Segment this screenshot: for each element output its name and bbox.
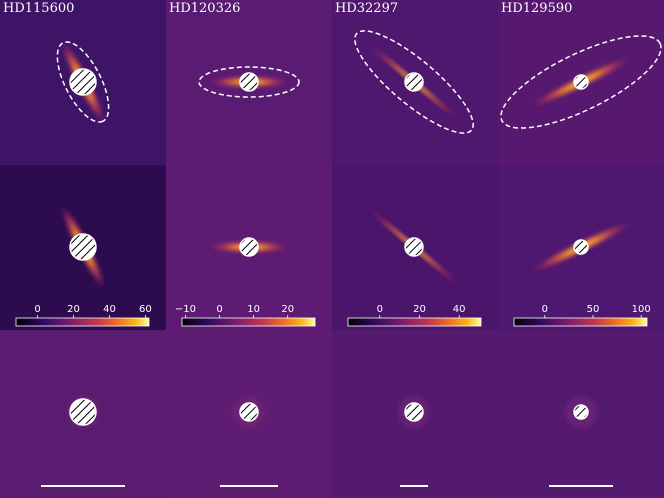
colorbar-tick-label: 20 [413,304,426,315]
disk-outline [56,41,110,123]
coronagraph-mask [69,233,97,261]
disk-outline [354,30,474,134]
coronagraph-mask [573,404,589,420]
coronagraph-mask [69,398,97,426]
colorbar [513,317,648,327]
colorbar-tick-label: −10 [175,304,196,315]
coronagraph-mask [573,74,589,90]
colorbar-tick-label: 40 [103,304,116,315]
coronagraph-mask [239,237,259,257]
colorbar-tick-label: 0 [542,304,548,315]
coronagraph-mask [404,72,424,92]
panel-title: HD129590 [501,1,572,16]
coronagraph-mask [239,72,259,92]
colorbar-tick-label: 50 [587,304,600,315]
colorbar-tick-label: 100 [632,304,651,315]
colorbar-tick-label: 10 [247,304,260,315]
colorbar-tick-label: 40 [453,304,466,315]
colorbar-tick-label: 0 [216,304,222,315]
colorbar-tick-label: 20 [281,304,294,315]
colorbar-tick-label: 0 [34,304,40,315]
coronagraph-mask [573,239,589,255]
colorbar [347,317,482,327]
disk-outline [500,35,662,129]
colorbar-tick-label: 60 [139,304,152,315]
colorbar [15,317,150,327]
disk-outline [198,66,300,98]
panel-title: HD32297 [335,1,398,16]
coronagraph-mask [404,237,424,257]
panel-title: HD120326 [169,1,240,16]
colorbar [181,317,316,327]
panel-title: HD115600 [3,1,74,16]
coronagraph-mask [69,68,97,96]
colorbar-tick-label: 20 [67,304,80,315]
coronagraph-mask [239,402,259,422]
coronagraph-mask [404,402,424,422]
colorbar-tick-label: 0 [377,304,383,315]
